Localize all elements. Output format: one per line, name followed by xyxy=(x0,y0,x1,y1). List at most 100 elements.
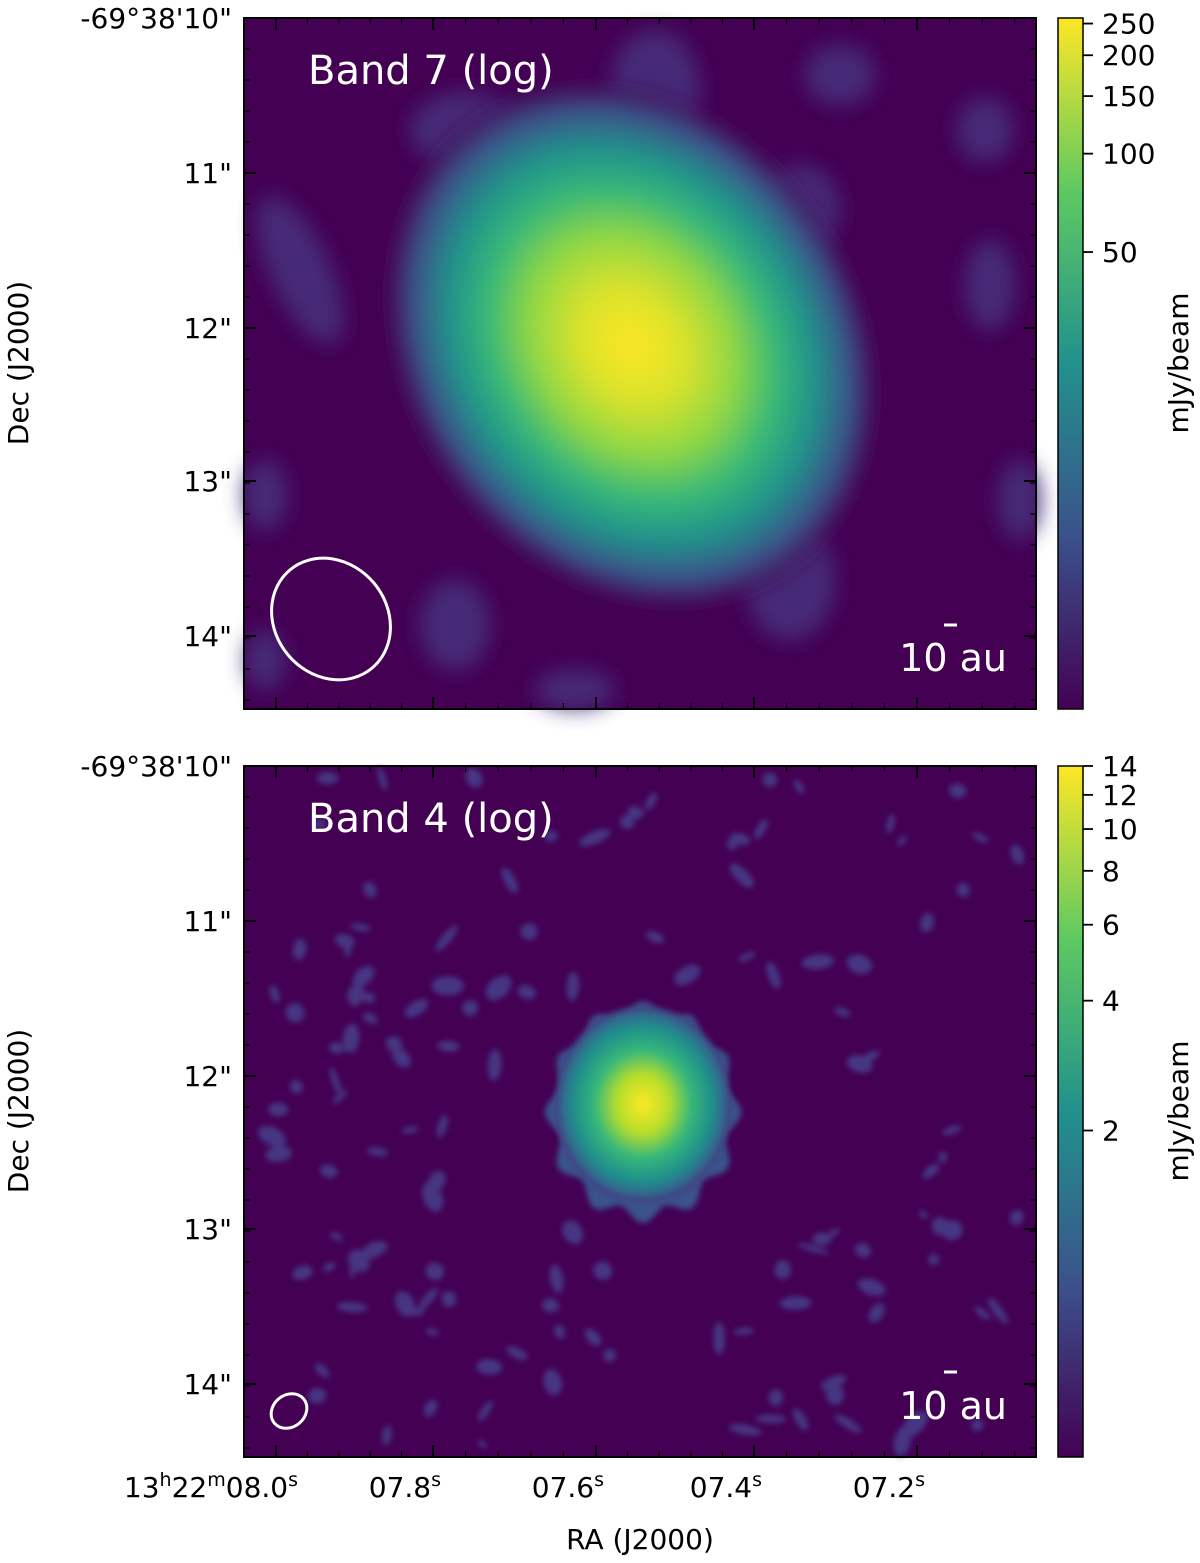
noise-speckle xyxy=(603,1349,617,1362)
panel-band4-frame xyxy=(243,765,1037,1458)
panel-band4: 10 au Band 4 (log) xyxy=(243,765,1037,1458)
noise-speckle xyxy=(352,965,375,987)
colorbar-band7-label: mJy/beam xyxy=(1162,293,1195,434)
dec-tick-label: 12" xyxy=(183,1060,232,1093)
panel-band4-source xyxy=(555,1006,731,1202)
noise-speckle xyxy=(265,1145,292,1163)
panel-band7-ticks xyxy=(244,17,1036,709)
noise-speckle xyxy=(320,1164,338,1178)
noise-speckle xyxy=(733,1327,755,1335)
colorbar-tick-label: 4 xyxy=(1102,985,1120,1018)
noise-speckle xyxy=(755,1414,787,1424)
noise-speckle xyxy=(762,772,778,788)
dec-tick-label: 11" xyxy=(183,157,232,190)
colorbar-tick-label: 14 xyxy=(1102,750,1138,783)
noise-speckle xyxy=(868,1303,885,1323)
panel-band7-scale-label: 10 au xyxy=(899,636,1007,680)
noise-speckle xyxy=(435,925,458,952)
noise-speckle xyxy=(328,1042,345,1054)
panel-band7: 10 au Band 7 (log) xyxy=(243,17,1042,710)
noise-speckle xyxy=(793,779,805,795)
noise-speckle xyxy=(362,1012,378,1025)
noise-speckle xyxy=(801,954,835,970)
noise-speckle xyxy=(896,835,907,846)
colorbar-tick-label: 150 xyxy=(1102,80,1155,113)
noise-speckle xyxy=(928,1253,940,1266)
noise-speckle xyxy=(774,1260,792,1280)
panel-band4-title: Band 4 (log) xyxy=(308,796,554,842)
noise-speckle xyxy=(477,1439,487,1449)
noise-speckle xyxy=(394,1291,416,1317)
noise-speckle xyxy=(858,1050,880,1065)
colorbar-tick-label: 100 xyxy=(1102,138,1155,171)
noise-speckle xyxy=(987,1297,1009,1325)
y-axis-label-top: Dec (J2000) xyxy=(2,281,35,445)
noise-speckle xyxy=(465,768,483,788)
noise-speckle xyxy=(812,1232,831,1246)
noise-speckle xyxy=(425,1328,440,1336)
noise-speckle xyxy=(332,1089,348,1105)
noise-speckle xyxy=(285,1003,305,1023)
noise-speckle xyxy=(329,1067,341,1094)
ra-tick-label: 07.6s xyxy=(532,1469,604,1504)
dec-tick-label: -69°38'10" xyxy=(80,750,232,783)
colorbar-tick-label: 250 xyxy=(1102,8,1155,41)
noise-speckle xyxy=(391,1047,411,1068)
ra-tick-labels: 13h22m08.0s 07.8s 07.6s 07.4s 07.2s xyxy=(124,1469,925,1504)
noise-speckle xyxy=(316,771,339,785)
noise-speckle xyxy=(350,923,371,932)
noise-speckle xyxy=(400,1126,419,1134)
panel-band4-beam xyxy=(269,1392,309,1430)
panel-band4-scale-label: 10 au xyxy=(899,1384,1007,1428)
panel-band7-frame xyxy=(243,17,1037,710)
dec-tick-label: 13" xyxy=(183,1213,232,1246)
noise-speckle xyxy=(673,964,701,986)
noise-speckle xyxy=(729,863,755,888)
noise-speckle xyxy=(893,1426,912,1457)
noise-speckle xyxy=(423,1399,438,1417)
noise-speckle xyxy=(343,936,352,958)
noise-speckle xyxy=(920,912,935,933)
noise-speckle xyxy=(645,931,665,944)
noise-speckle xyxy=(974,1306,991,1321)
noise-speckle xyxy=(478,1400,493,1422)
dec-tick-label: 14" xyxy=(183,620,232,653)
noise-speckle xyxy=(382,1425,392,1446)
noise-speckle xyxy=(330,1231,343,1242)
noise-speckle xyxy=(543,1369,563,1396)
noise-speckle xyxy=(308,1387,327,1404)
colorbar-tick-label: 50 xyxy=(1102,236,1138,269)
noise-speckle xyxy=(269,984,280,1003)
ra-tick-label: 07.4s xyxy=(690,1469,762,1504)
dec-tick-label: 13" xyxy=(183,465,232,498)
noise-speckle xyxy=(854,1242,872,1258)
noise-speckle xyxy=(820,1374,847,1391)
noise-speckle xyxy=(366,1147,388,1157)
noise-speckle xyxy=(738,952,756,962)
noise-speckle xyxy=(922,1163,940,1179)
y-axis-label-bottom: Dec (J2000) xyxy=(2,1029,35,1193)
noise-speckle xyxy=(348,1249,370,1273)
noise-speckle xyxy=(323,1261,336,1272)
ra-tick-label: 07.8s xyxy=(369,1469,441,1504)
noise-speckle xyxy=(1010,844,1025,865)
noise-speckle xyxy=(931,1216,949,1236)
noise-speckle xyxy=(956,882,970,898)
noise-speckle xyxy=(561,1220,584,1245)
noise-speckle xyxy=(485,975,512,1001)
colorbar-band4-label: mJy/beam xyxy=(1162,1041,1195,1182)
dec-tick-labels: -69°38'10" 11" 12" 13" 14" -69°38'10" 11" 12" 13… xyxy=(80,2,232,1401)
noise-speckle xyxy=(885,814,895,834)
colorbar-tick-label: 6 xyxy=(1102,909,1120,942)
noise-speckle xyxy=(342,1023,360,1054)
noise-speckle xyxy=(846,954,873,974)
noise-speckle xyxy=(520,923,538,941)
noise-speckle xyxy=(918,1210,928,1219)
noise-speckle xyxy=(362,992,376,1003)
noise-speckle xyxy=(834,1007,851,1017)
noise-speckle xyxy=(766,961,781,990)
noise-speckle xyxy=(753,819,768,839)
